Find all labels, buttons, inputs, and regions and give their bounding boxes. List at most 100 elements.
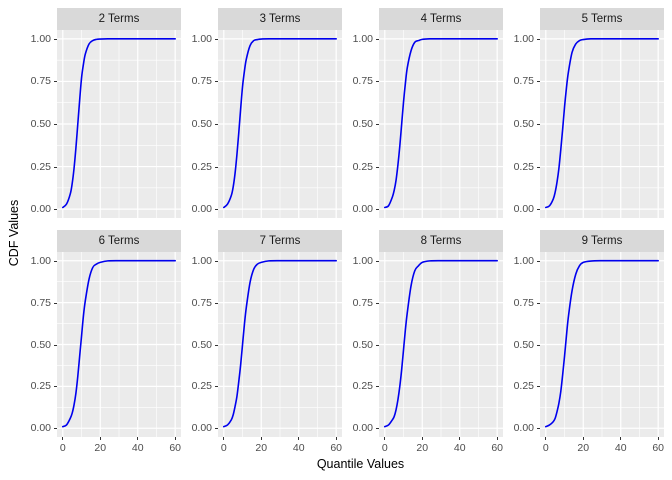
- y-tick-label: 0.50: [513, 118, 534, 130]
- y-tick-label: 0.00: [191, 422, 212, 435]
- cdf-curve: [223, 38, 337, 209]
- x-tick-label: 40: [453, 442, 466, 454]
- x-tick-label: 60: [652, 442, 665, 454]
- tick-mark: [137, 437, 139, 440]
- cdf-panel: [57, 252, 181, 437]
- cdf-panel: [379, 30, 503, 218]
- tick-mark: [54, 38, 57, 40]
- y-tick-label: 0.75: [191, 75, 212, 88]
- tick-mark: [384, 437, 386, 440]
- facet: 9 Terms 0.00 0.25 0.50 0.75 1.00 0 20 40 60: [513, 230, 664, 461]
- y-tick-label: 1.00: [30, 32, 51, 45]
- x-axis-title: Quantile Values: [316, 457, 405, 471]
- y-tick-label: 0.00: [352, 203, 373, 216]
- tick-mark: [54, 302, 57, 304]
- cdf-curve: [545, 38, 659, 209]
- y-tick-label: 0.00: [30, 422, 51, 435]
- tick-mark: [537, 81, 540, 83]
- cdf-panel: [57, 30, 181, 218]
- facet-strip-label: 9 Terms: [581, 235, 623, 247]
- y-tick-label: 0.75: [513, 296, 534, 309]
- y-tick-label: 0.00: [30, 203, 51, 216]
- tick-mark: [260, 437, 262, 440]
- tick-mark: [537, 260, 540, 262]
- y-tick-label: 1.00: [513, 254, 534, 267]
- y-tick-label: 0.50: [352, 118, 373, 130]
- tick-mark: [215, 302, 218, 304]
- y-tick-label: 1.00: [352, 254, 373, 267]
- cdf-panel: [379, 252, 503, 437]
- tick-mark: [54, 260, 57, 262]
- tick-mark: [54, 124, 57, 125]
- y-tick-label: 0.75: [352, 296, 373, 309]
- facet-strip-label: 8 Terms: [420, 235, 462, 247]
- tick-mark: [335, 437, 337, 440]
- cdf-panel: [540, 252, 664, 437]
- y-tick-label: 0.25: [191, 160, 212, 173]
- y-tick-label: 0.25: [30, 380, 51, 393]
- x-tick-label: 40: [131, 442, 144, 454]
- tick-mark: [537, 344, 540, 346]
- y-tick-label: 0.25: [513, 160, 534, 173]
- tick-mark: [459, 437, 461, 440]
- facet-strip: 5 Terms: [540, 8, 664, 30]
- facet: 3 Terms 0.00 0.25 0.50 0.75 1.00: [191, 8, 342, 242]
- facet-strip: 3 Terms: [218, 8, 342, 30]
- tick-mark: [215, 386, 218, 388]
- y-tick-label: 0.25: [352, 380, 373, 393]
- tick-mark: [223, 437, 225, 440]
- facet-strip: 8 Terms: [379, 230, 503, 252]
- x-tick-label: 0: [542, 442, 549, 454]
- y-tick-label: 0.25: [191, 380, 212, 393]
- tick-mark: [62, 437, 64, 440]
- y-tick-label: 0.75: [352, 75, 373, 88]
- y-tick-label: 0.50: [513, 338, 534, 351]
- cdf-panel: [218, 30, 342, 218]
- x-tick-label: 20: [416, 442, 429, 454]
- facet-strip: 9 Terms: [540, 230, 664, 252]
- tick-mark: [376, 344, 379, 346]
- x-tick-label: 0: [59, 442, 66, 454]
- x-tick-label: 20: [255, 442, 268, 454]
- x-tick-label: 60: [169, 442, 182, 454]
- tick-mark: [545, 437, 547, 440]
- x-tick-label: 40: [614, 442, 627, 454]
- x-tick-label: 0: [381, 442, 388, 454]
- facet: 4 Terms 0.00 0.25 0.50 0.75 1.00: [352, 8, 503, 242]
- tick-mark: [537, 428, 540, 430]
- y-tick-label: 0.75: [191, 296, 212, 309]
- tick-mark: [496, 437, 498, 440]
- tick-mark: [215, 81, 218, 83]
- tick-mark: [376, 428, 379, 430]
- facet-strip: 7 Terms: [218, 230, 342, 252]
- y-tick-label: 0.00: [513, 422, 534, 435]
- facet-strip: 6 Terms: [57, 230, 181, 252]
- facet-strip-label: 3 Terms: [259, 13, 301, 25]
- cdf-curve: [62, 38, 176, 209]
- cdf-panel: [218, 252, 342, 437]
- tick-mark: [376, 38, 379, 40]
- tick-mark: [54, 209, 57, 211]
- y-tick-label: 0.75: [513, 75, 534, 88]
- tick-mark: [54, 344, 57, 346]
- facet: 8 Terms 0.00 0.25 0.50 0.75 1.00 0 20 40 60: [352, 230, 503, 461]
- tick-mark: [376, 166, 379, 168]
- x-tick-label: 60: [491, 442, 504, 454]
- cdf-curve: [223, 259, 337, 428]
- cdf-curve: [62, 259, 176, 428]
- facet-strip-label: 7 Terms: [259, 235, 301, 247]
- tick-mark: [215, 38, 218, 40]
- cdf-curve: [545, 259, 659, 428]
- tick-mark: [376, 302, 379, 304]
- tick-mark: [215, 166, 218, 168]
- tick-mark: [537, 38, 540, 40]
- tick-mark: [376, 124, 379, 125]
- tick-mark: [537, 386, 540, 388]
- y-tick-label: 1.00: [352, 32, 373, 45]
- y-tick-label: 1.00: [30, 254, 51, 267]
- tick-mark: [376, 386, 379, 388]
- tick-mark: [54, 166, 57, 168]
- y-tick-label: 0.50: [191, 118, 212, 130]
- cdf-curve: [384, 259, 498, 428]
- tick-mark: [54, 81, 57, 83]
